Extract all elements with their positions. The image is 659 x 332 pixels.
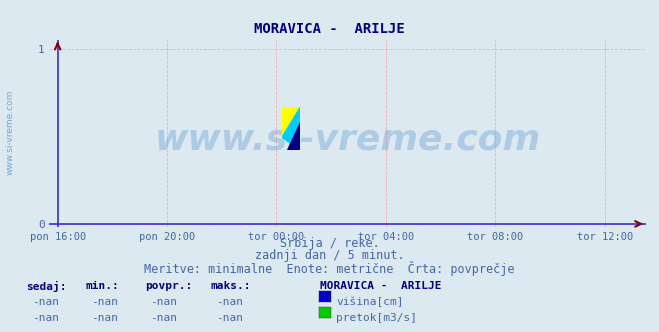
Text: -nan: -nan <box>32 313 59 323</box>
Polygon shape <box>287 122 301 150</box>
Polygon shape <box>282 107 301 137</box>
Polygon shape <box>282 107 301 150</box>
Text: MORAVICA -  ARILJE: MORAVICA - ARILJE <box>320 281 441 290</box>
Text: -nan: -nan <box>91 297 118 307</box>
Text: min.:: min.: <box>86 281 119 290</box>
Text: Srbija / reke.: Srbija / reke. <box>279 237 380 250</box>
Text: -nan: -nan <box>150 297 177 307</box>
Text: Meritve: minimalne  Enote: metrične  Črta: povprečje: Meritve: minimalne Enote: metrične Črta:… <box>144 261 515 276</box>
Text: povpr.:: povpr.: <box>145 281 192 290</box>
Text: sedaj:: sedaj: <box>26 281 67 291</box>
Text: www.si-vreme.com: www.si-vreme.com <box>5 90 14 176</box>
Text: pretok[m3/s]: pretok[m3/s] <box>336 313 417 323</box>
Text: -nan: -nan <box>91 313 118 323</box>
Text: zadnji dan / 5 minut.: zadnji dan / 5 minut. <box>254 249 405 262</box>
Text: -nan: -nan <box>150 313 177 323</box>
Text: višina[cm]: višina[cm] <box>336 297 403 307</box>
Text: MORAVICA -  ARILJE: MORAVICA - ARILJE <box>254 22 405 36</box>
Text: -nan: -nan <box>32 297 59 307</box>
Text: maks.:: maks.: <box>211 281 251 290</box>
Text: www.si-vreme.com: www.si-vreme.com <box>155 122 540 156</box>
Text: -nan: -nan <box>216 297 243 307</box>
Text: -nan: -nan <box>216 313 243 323</box>
